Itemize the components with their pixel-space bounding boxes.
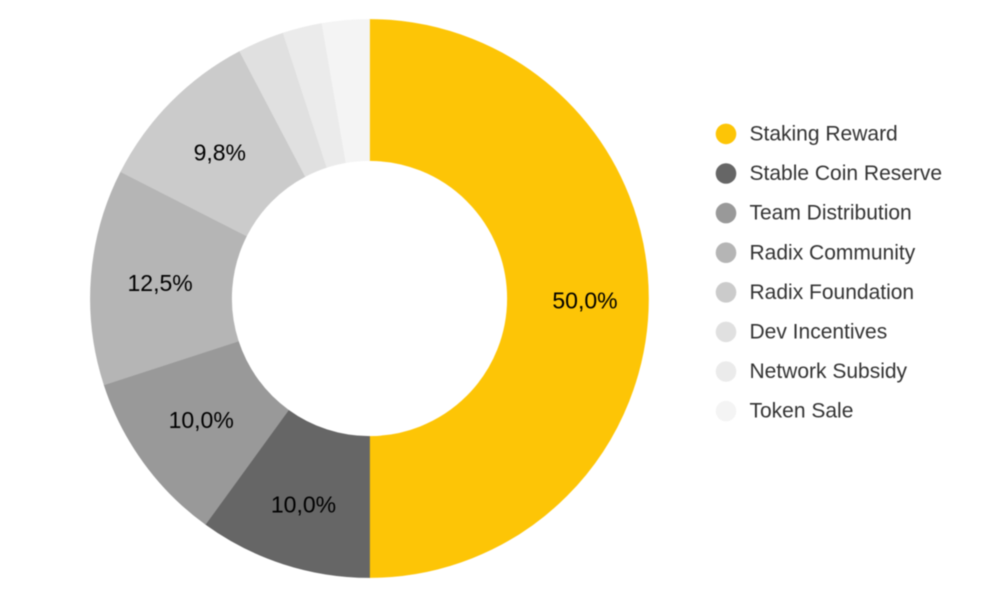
svg-text:12,5%: 12,5% [127,270,192,296]
svg-text:Radix Foundation: Radix Foundation [750,281,915,304]
svg-text:9,8%: 9,8% [194,140,246,166]
svg-text:10,0%: 10,0% [271,492,336,518]
svg-text:10,0%: 10,0% [169,407,234,433]
svg-text:50,0%: 50,0% [552,288,617,314]
svg-text:Dev Incentives: Dev Incentives [750,321,888,344]
svg-text:Staking Reward: Staking Reward [750,123,898,146]
svg-text:Team Distribution: Team Distribution [750,202,912,225]
svg-text:Radix Community: Radix Community [750,241,916,264]
svg-text:Stable Coin Reserve: Stable Coin Reserve [750,162,943,185]
svg-text:Network Subsidy: Network Subsidy [750,360,908,383]
svg-text:Token Sale: Token Sale [750,400,854,423]
